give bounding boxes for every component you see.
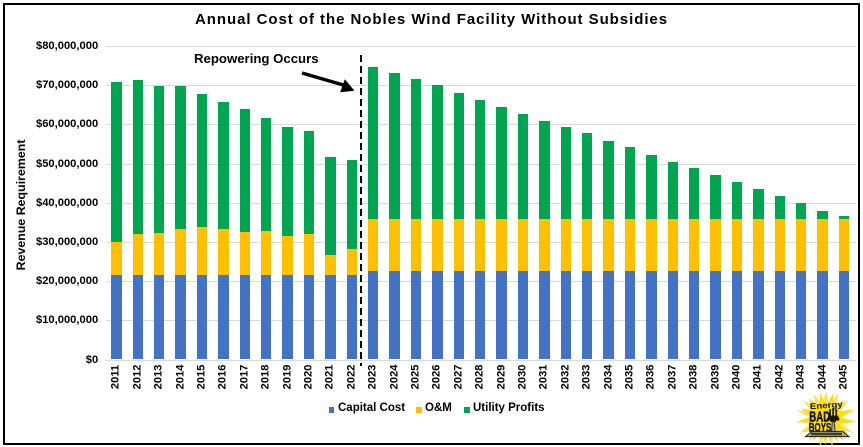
svg-text:Energy: Energy xyxy=(809,399,843,411)
svg-text:BAD: BAD xyxy=(809,410,830,426)
svg-text:BOYS: BOYS xyxy=(809,420,832,434)
